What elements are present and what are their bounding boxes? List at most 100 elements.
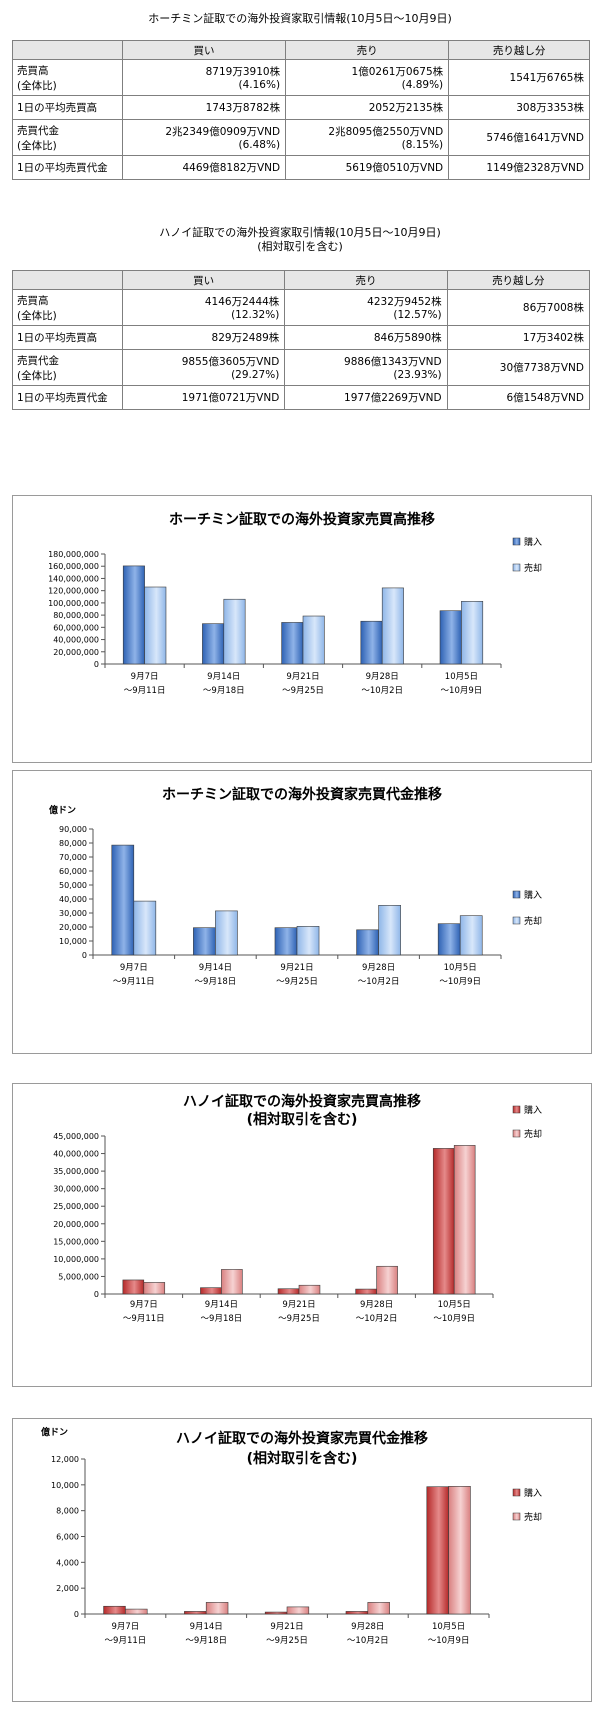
bar [122, 565, 145, 665]
buy-cell: 4469億8182万VND [121, 155, 287, 180]
x-tick-label: 9月14日 [199, 963, 232, 973]
hcm-info-table: 買い 売り 売り越し分 売買高 (全体比) 8719万3910株 (4.16%) 1… [12, 40, 590, 180]
header-buy: 買い [121, 270, 286, 290]
table-row: 売買代金 (全体比) 9855億3605万VND (29.27%) 9886億134… [12, 349, 591, 386]
bar [193, 927, 216, 956]
bar [432, 1148, 455, 1295]
x-tick-label: 〜10月9日 [433, 1314, 475, 1324]
net-cell: 1541万6765株 [448, 59, 590, 96]
chart-title: ホーチミン証取での海外投資家売買代金推移 [162, 786, 442, 803]
legend-swatch [512, 1488, 521, 1497]
table-header-row: 買い 売り 売り越し分 [12, 40, 590, 60]
header-sell: 売り [284, 270, 448, 290]
row-label: 1日の平均売買代金 [12, 385, 123, 410]
y-tick-label: 10,000,000 [53, 1255, 99, 1264]
y-tick-label: 20,000,000 [53, 648, 99, 657]
bar [184, 1611, 207, 1615]
x-tick-label: 〜10月9日 [441, 686, 483, 696]
y-tick-label: 20,000,000 [53, 1220, 99, 1229]
bar [274, 927, 298, 956]
x-tick-label: 〜9月11日 [105, 1636, 147, 1646]
bar [286, 1606, 310, 1615]
header-sell: 売り [285, 40, 450, 60]
header-net-sell: 売り越し分 [446, 270, 591, 290]
bar [277, 1288, 300, 1295]
row-label: 売買代金 (全体比) [12, 349, 123, 386]
x-tick-label: 9月7日 [130, 1300, 158, 1310]
chart-title: (相対取引を含む) [247, 1450, 358, 1467]
hanoi-volume-chart: ハノイ証取での海外投資家売買高推移 (相対取引を含む) 0 5,000,000 10,0… [12, 1083, 592, 1387]
sell-cell: 1977億2269万VND [284, 385, 448, 410]
y-tick-label: 4,000 [56, 1558, 79, 1567]
legend-swatch [512, 1512, 521, 1521]
x-tick-label: 9月7日 [131, 672, 159, 682]
legend-label: 売却 [524, 1128, 542, 1140]
bar [200, 1287, 222, 1295]
bar [376, 1265, 398, 1295]
x-tick-label: 〜10月9日 [439, 977, 481, 987]
x-tick-label: 〜10月9日 [428, 1636, 470, 1646]
bar [302, 615, 325, 665]
legend-swatch [512, 890, 521, 899]
y-tick-label: 30,000,000 [53, 1185, 99, 1194]
y-tick-label: 0 [82, 951, 87, 960]
bar [205, 1602, 229, 1615]
buy-cell: 9855億3605万VND (29.27%) [121, 349, 286, 386]
y-unit-label: 億ドン [49, 804, 76, 816]
buy-cell: 2兆2349億0909万VND (6.48%) [121, 119, 287, 156]
header-buy: 買い [121, 40, 287, 60]
y-tick-label: 80,000 [59, 839, 87, 848]
table-row: 1日の平均売買代金 4469億8182万VND 5619億0510万VND 11… [12, 155, 590, 180]
legend-label: 売却 [524, 915, 542, 927]
table-row: 1日の平均売買高 829万2489株 846万5890株 17万3402株 [12, 325, 591, 350]
sell-cell: 5619億0510万VND [285, 155, 450, 180]
y-tick-label: 0 [94, 660, 99, 669]
y-tick-label: 90,000 [59, 825, 87, 834]
y-tick-label: 35,000,000 [53, 1167, 99, 1176]
bar [360, 620, 383, 665]
x-tick-label: 〜10月2日 [347, 1636, 389, 1646]
x-tick-label: 〜10月2日 [356, 1314, 398, 1324]
bar [125, 1608, 148, 1615]
x-tick-label: 〜10月2日 [361, 686, 403, 696]
net-cell: 17万3402株 [446, 325, 591, 350]
bar [223, 598, 246, 665]
bar [202, 623, 225, 665]
buy-cell: 4146万2444株 (12.32%) [121, 289, 286, 326]
bar [296, 926, 320, 956]
table-row: 売買高 (全体比) 4146万2444株 (12.32%) 4232万9452株 (1… [12, 289, 591, 326]
y-tick-label: 10,000 [51, 1481, 79, 1490]
row-label: 売買代金 (全体比) [12, 119, 123, 156]
bar [461, 600, 484, 665]
bar [437, 923, 461, 956]
y-tick-label: 0 [94, 1290, 99, 1299]
sell-cell: 846万5890株 [284, 325, 448, 350]
bar [356, 929, 379, 956]
x-tick-label: 10月5日 [445, 672, 478, 682]
y-tick-label: 60,000,000 [53, 623, 99, 632]
net-cell: 30億7738万VND [446, 349, 591, 386]
bar [264, 1611, 288, 1615]
sell-cell: 2兆8095億2550万VND (8.15%) [285, 119, 450, 156]
x-tick-label: 〜9月18日 [185, 1636, 227, 1646]
row-label: 売買高 (全体比) [12, 289, 123, 326]
row-label: 売買高 (全体比) [12, 59, 123, 96]
x-tick-label: 〜10月2日 [358, 977, 400, 987]
y-tick-label: 50,000 [59, 881, 87, 890]
hcm-value-chart: ホーチミン証取での海外投資家売買代金推移 億ドン 0 10,000 20,000 30,0… [12, 770, 592, 1054]
bar [221, 1269, 243, 1295]
net-cell: 1149億2328万VND [448, 155, 590, 180]
y-tick-label: 12,000 [51, 1455, 79, 1464]
x-tick-label: 〜9月25日 [276, 977, 318, 987]
bar [453, 1145, 476, 1295]
bar [367, 1602, 390, 1615]
net-cell: 5746億1641万VND [448, 119, 590, 156]
x-tick-label: 9月28日 [351, 1622, 384, 1632]
hanoi-info-table: 買い 売り 売り越し分 売買高 (全体比) 4146万2444株 (12.32%) … [12, 270, 591, 410]
bar [439, 610, 462, 665]
buy-cell: 1743万8782株 [121, 95, 287, 120]
sell-cell: 2052万2135株 [285, 95, 450, 120]
x-tick-label: 〜9月25日 [266, 1636, 308, 1646]
net-cell: 6億1548万VND [446, 385, 591, 410]
row-label: 1日の平均売買高 [12, 95, 123, 120]
